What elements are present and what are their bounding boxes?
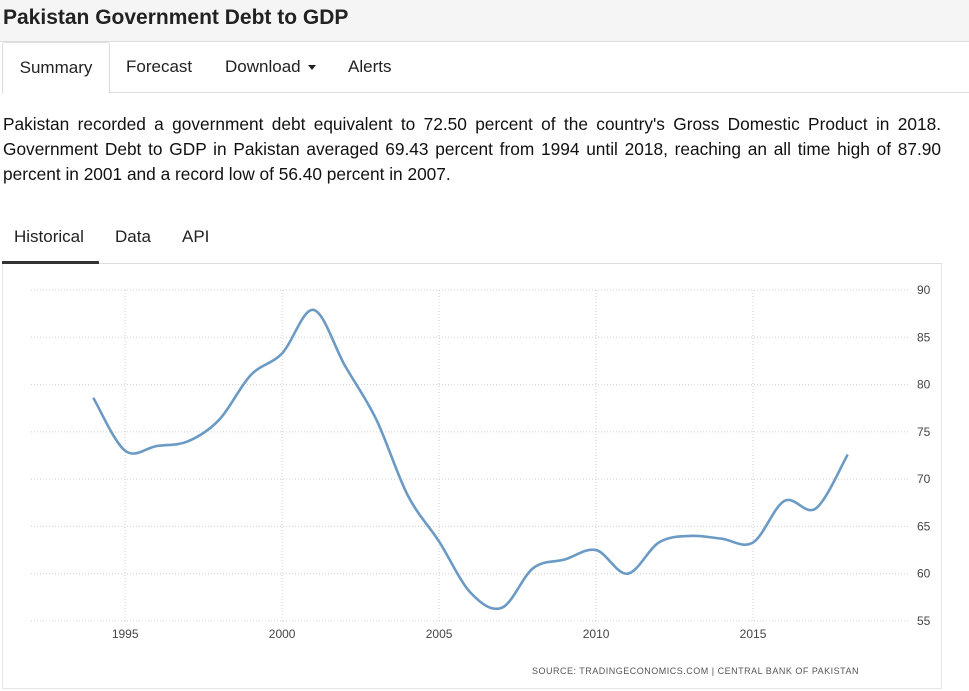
tab-api-label: API (182, 227, 210, 246)
y-tick-label: 60 (917, 567, 931, 581)
tab-summary[interactable]: Summary (2, 42, 110, 94)
summary-description: Pakistan recorded a government debt equi… (3, 114, 941, 184)
tab-forecast[interactable]: Forecast (126, 42, 192, 93)
tab-download[interactable]: Download (225, 42, 316, 93)
tab-summary-label: Summary (19, 58, 93, 77)
data-point-2005 (437, 540, 441, 544)
data-point-2011 (625, 572, 629, 576)
y-tick-label: 65 (917, 519, 931, 533)
tab-download-label: Download (225, 57, 301, 76)
data-point-2016 (782, 499, 786, 503)
chart-container: 55 60 65 70 75 80 85 90 1995 2000 2005 2010 2015 SOUR… (2, 264, 942, 689)
y-tick-label: 80 (917, 378, 931, 392)
title-bar: Pakistan Government Debt to GDP (0, 0, 969, 42)
y-tick-label: 75 (917, 425, 931, 439)
data-point-2003 (374, 418, 378, 422)
y-tick-label: 55 (917, 614, 931, 628)
x-tick-label: 2005 (426, 627, 453, 641)
x-tick-label: 2000 (269, 627, 296, 641)
data-point-2008 (531, 566, 535, 570)
tab-api[interactable]: API (182, 216, 209, 263)
tab-alerts-label: Alerts (348, 57, 392, 76)
x-tick-label: 1995 (112, 627, 139, 641)
data-point-2015 (751, 541, 755, 545)
data-point-2009 (563, 558, 567, 562)
data-point-1999 (249, 373, 253, 377)
data-point-1996 (155, 444, 159, 448)
y-tick-label: 70 (917, 472, 931, 486)
data-point-2012 (657, 541, 661, 545)
data-point-2007 (500, 606, 504, 610)
page-title: Pakistan Government Debt to GDP (3, 6, 349, 29)
series-line-0 (92, 308, 849, 611)
data-point-1997 (186, 439, 190, 443)
top-tab-bar: Summary Forecast Download Alerts (2, 42, 969, 94)
data-point-2014 (720, 537, 724, 541)
data-point-2006 (469, 591, 473, 595)
tab-data[interactable]: Data (115, 216, 151, 263)
tab-forecast-label: Forecast (126, 57, 193, 76)
chart-tab-bar: Historical Data API (2, 216, 942, 264)
data-point-2013 (688, 534, 692, 538)
line-chart: 55 60 65 70 75 80 85 90 1995 2000 2005 2010 2015 SOUR… (31, 283, 931, 676)
data-point-1994 (92, 397, 96, 401)
data-point-2004 (406, 493, 410, 497)
data-point-2017 (814, 506, 818, 510)
x-tick-label: 2010 (583, 627, 610, 641)
data-point-2000 (280, 351, 284, 355)
data-point-2018 (845, 454, 849, 458)
data-point-2010 (594, 548, 598, 552)
caret-down-icon (307, 65, 316, 71)
tab-alerts[interactable]: Alerts (348, 42, 391, 93)
y-tick-label: 85 (917, 330, 931, 344)
tab-historical-label: Historical (14, 227, 84, 246)
tab-data-label: Data (115, 227, 151, 246)
chart-source: SOURCE: TRADINGECONOMICS.COM | CENTRAL B… (532, 666, 859, 676)
data-point-1998 (217, 418, 221, 422)
data-point-2001 (312, 308, 316, 312)
tab-historical[interactable]: Historical (2, 216, 99, 264)
data-point-1995 (123, 449, 127, 453)
data-point-2002 (343, 364, 347, 368)
y-tick-label: 90 (917, 283, 931, 297)
x-tick-label: 2015 (740, 627, 767, 641)
